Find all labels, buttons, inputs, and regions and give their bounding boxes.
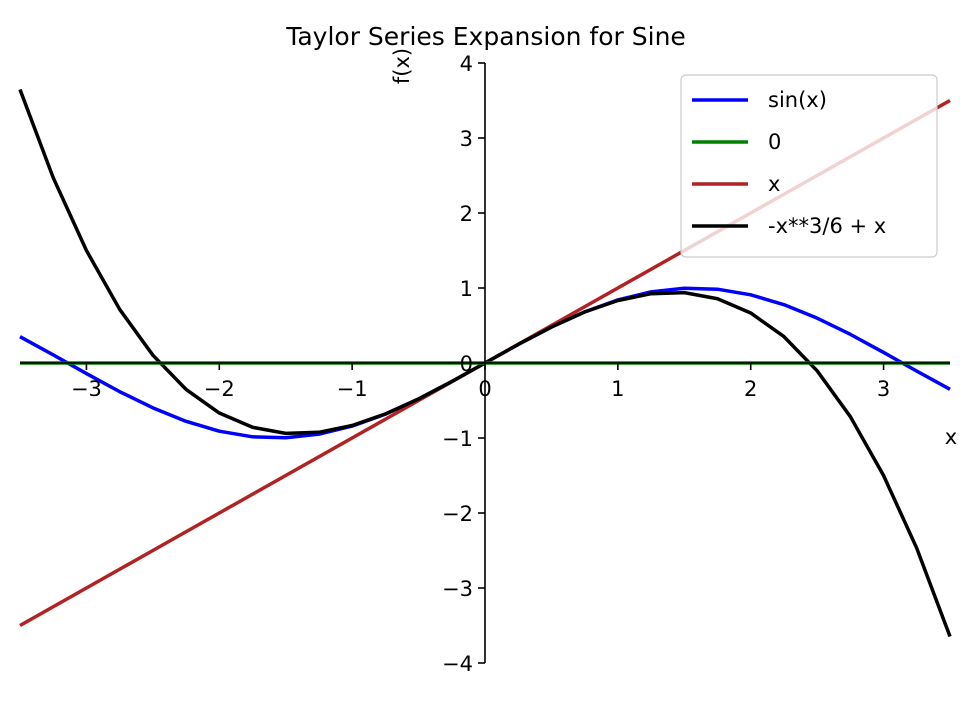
y-tick-label-4: 0 [460, 352, 473, 376]
x-tick-label-0: −3 [71, 377, 102, 401]
x-tick-label-4: 1 [611, 377, 624, 401]
y-tick-label-1: −3 [442, 577, 473, 601]
legend-frame [680, 74, 938, 258]
x-tick-label-2: −1 [337, 377, 368, 401]
x-tick-label-1: −2 [204, 377, 235, 401]
y-tick-label-2: −2 [442, 502, 473, 526]
x-tick-label-6: 3 [877, 377, 890, 401]
y-tick-label-6: 2 [460, 202, 473, 226]
legend: sin(x) 0 x -x**3/6 + x [680, 74, 938, 258]
y-tick-label-7: 3 [460, 127, 473, 151]
y-tick-label-8: 4 [460, 52, 473, 76]
y-tick-label-0: −4 [442, 652, 473, 676]
y-axis-label: f(x) [390, 48, 414, 84]
x-tick-label-3: 0 [478, 377, 491, 401]
x-tick-label-5: 2 [744, 377, 757, 401]
legend-label-1: 0 [768, 130, 781, 154]
legend-label-0: sin(x) [768, 88, 827, 112]
chart-title: Taylor Series Expansion for Sine [285, 22, 686, 51]
x-axis-label: x [945, 425, 957, 449]
axes-layer: −3 −2 −1 0 1 2 3 −4 −3 −2 −1 0 1 2 3 4 [20, 52, 950, 676]
legend-label-2: x [768, 172, 780, 196]
y-tick-label-5: 1 [460, 277, 473, 301]
legend-label-3: -x**3/6 + x [768, 214, 886, 238]
y-tick-label-3: −1 [442, 427, 473, 451]
